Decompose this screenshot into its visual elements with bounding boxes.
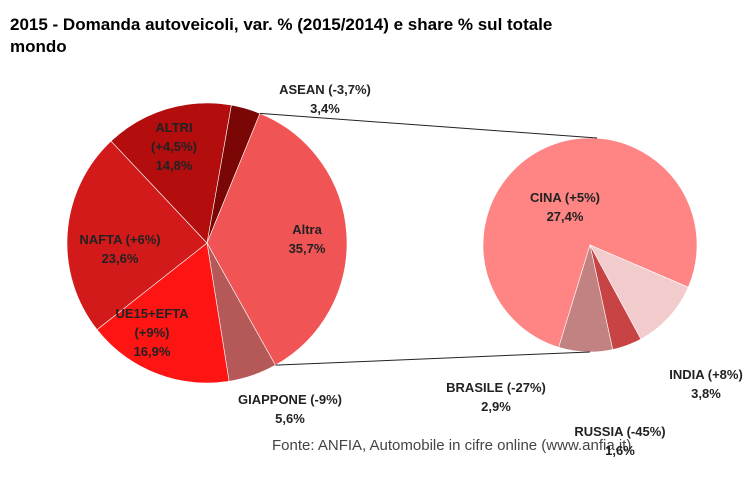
category-label: Altra — [292, 222, 322, 237]
value-label: 27,4% — [546, 209, 584, 224]
category-label: INDIA (+8%) — [669, 367, 743, 382]
value-label: 2,9% — [481, 399, 511, 414]
pie-slice — [482, 137, 698, 348]
pie-slice — [206, 113, 348, 366]
slice-label: INDIA (+8%) 3,8% — [651, 365, 751, 403]
value-label: 1,6% — [605, 443, 635, 458]
slice-label: BRASILE (-27%) 2,9% — [431, 378, 561, 416]
pie-slice — [66, 140, 208, 331]
slice-label: CINA (+5%) 27,4% — [510, 188, 620, 226]
value-label: 35,7% — [288, 241, 326, 256]
pie-slice — [589, 244, 689, 340]
slice-label: ALTRI (+4,5%) 14,8% — [139, 118, 209, 175]
value-label: 14,8% — [155, 158, 193, 173]
slice-label: Altra 35,7% — [277, 220, 337, 258]
connector-line — [275, 351, 591, 366]
source-note: Fonte: ANFIA, Automobile in cifre online… — [272, 437, 632, 454]
category-label: GIAPPONE (-9%) — [237, 392, 342, 407]
slice-label: NAFTA (+6%) 23,6% — [65, 230, 175, 268]
category-label: RUSSIA (-45%) — [574, 424, 666, 439]
category-label: UE15+EFTA (+9%) — [115, 306, 189, 340]
value-label: 23,6% — [101, 251, 139, 266]
value-label: 3,4% — [310, 101, 340, 116]
slice-label: GIAPPONE (-9%) 5,6% — [210, 390, 370, 428]
slice-label: RUSSIA (-45%) 1,6% — [560, 422, 680, 460]
value-label: 3,8% — [691, 386, 721, 401]
value-label: 16,9% — [133, 344, 171, 359]
pie-slice — [110, 102, 232, 244]
category-label: BRASILE (-27%) — [446, 380, 546, 395]
pie-slice — [96, 242, 230, 384]
category-label: NAFTA (+6%) — [79, 232, 161, 247]
category-label: ASEAN (-3,7%) — [279, 82, 371, 97]
connector-line — [259, 112, 598, 139]
slice-label: ASEAN (-3,7%) 3,4% — [255, 80, 395, 118]
slice-label: UE15+EFTA (+9%) 16,9% — [107, 304, 197, 361]
category-label: CINA (+5%) — [530, 190, 600, 205]
chart-title: 2015 - Domanda autoveicoli, var. % (2015… — [10, 15, 553, 56]
category-label: ALTRI (+4,5%) — [151, 120, 197, 154]
value-label: 5,6% — [275, 411, 305, 426]
